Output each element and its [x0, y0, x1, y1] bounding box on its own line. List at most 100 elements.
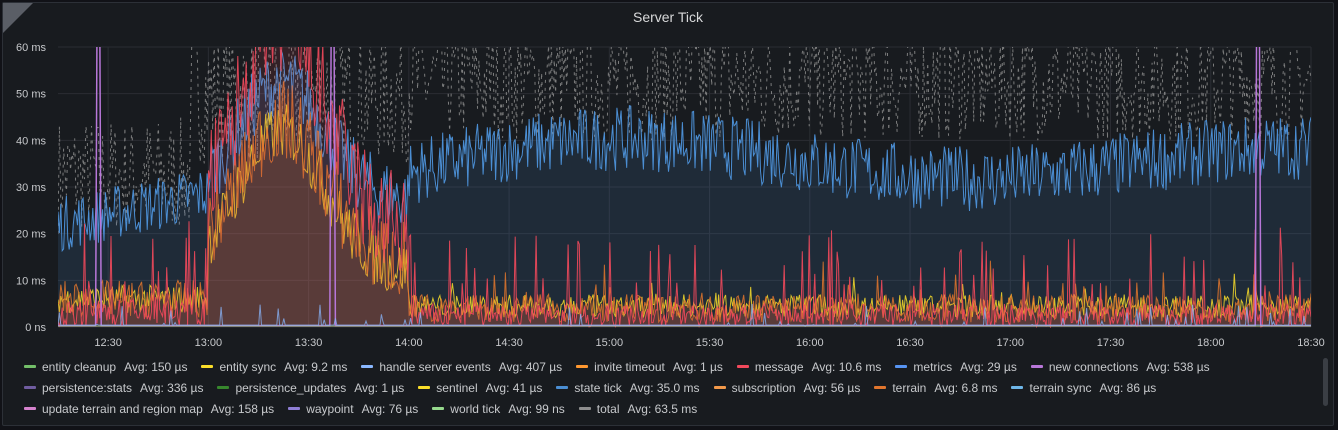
series-layer	[58, 47, 1311, 328]
legend-label: terrain sync	[1029, 380, 1092, 395]
legend-item-state-tick[interactable]: state tick Avg: 35.0 ms	[556, 380, 700, 395]
legend-label: state tick	[574, 380, 622, 395]
legend-avg: Avg: 150 µs	[124, 359, 188, 374]
x-tick-label: 18:00	[1197, 337, 1225, 349]
x-tick-label: 16:30	[896, 337, 924, 349]
y-tick-label: 10 ms	[16, 275, 46, 287]
legend-label: entity sync	[219, 359, 277, 374]
legend-item-terrain-sync[interactable]: terrain sync Avg: 86 µs	[1011, 381, 1156, 395]
y-tick-label: 0 ns	[25, 322, 46, 334]
legend-label: update terrain and region map	[42, 401, 203, 416]
legend-item-persistence-stats[interactable]: persistence:stats Avg: 336 µs	[24, 381, 203, 395]
legend-label: persistence:stats	[42, 380, 133, 395]
legend-avg: Avg: 29 µs	[960, 359, 1017, 374]
legend-item-terrain[interactable]: terrain Avg: 6.8 ms	[874, 381, 997, 395]
legend-swatch	[361, 365, 374, 368]
x-tick-label: 13:30	[295, 337, 323, 349]
legend-item-sentinel[interactable]: sentinel Avg: 41 µs	[418, 381, 542, 395]
legend-avg: Avg: 158 µs	[210, 401, 275, 416]
series-line-total	[58, 47, 1311, 234]
legend-item-persistence-updates[interactable]: persistence_updates Avg: 1 µs	[217, 381, 404, 395]
x-tick-label: 15:00	[596, 337, 624, 349]
legend-swatch	[432, 407, 445, 410]
x-tick-label: 16:00	[796, 337, 824, 349]
legend-row: entity cleanup Avg: 150 µs entity sync Avg:…	[24, 356, 1304, 377]
x-axis: 12:30 13:00 13:30 14:00 14:30 15:00 15:30 16:00…	[94, 337, 1324, 349]
legend-swatch	[895, 365, 908, 368]
legend-avg: Avg: 41 µs	[485, 380, 543, 395]
legend-avg: Avg: 1 µs	[354, 380, 405, 395]
legend-label: metrics	[913, 359, 953, 374]
legend-avg: Avg: 76 µs	[361, 401, 419, 416]
series-area-terrain	[58, 81, 1311, 327]
legend-label: entity cleanup	[42, 359, 117, 374]
legend-item-handle-server-events[interactable]: handle server events Avg: 407 µs	[361, 360, 562, 374]
legend-avg: Avg: 63.5 ms	[627, 401, 698, 416]
legend-avg: Avg: 336 µs	[140, 380, 204, 395]
x-tick-label: 14:30	[495, 337, 523, 349]
legend-item-metrics[interactable]: metrics Avg: 29 µs	[895, 359, 1017, 374]
legend-label: total	[596, 401, 620, 416]
legend-avg: Avg: 86 µs	[1099, 380, 1157, 395]
x-tick-label: 17:30	[1097, 337, 1125, 349]
y-tick-label: 40 ms	[16, 135, 46, 147]
legend-item-entity-cleanup[interactable]: entity cleanup Avg: 150 µs	[24, 360, 187, 374]
series-area-message	[58, 47, 1311, 327]
x-tick-label: 13:00	[195, 337, 223, 349]
legend-swatch	[24, 365, 36, 368]
legend-item-world-tick[interactable]: world tick Avg: 99 ns	[432, 402, 565, 416]
chart-plot: 0 ns 10 ms 20 ms 30 ms 40 ms 50 ms 60 ms 12:30…	[16, 42, 1325, 349]
legend-avg: Avg: 538 µs	[1146, 359, 1210, 374]
series-line-terrain	[58, 80, 1311, 324]
legend-swatch	[288, 407, 301, 410]
legend-avg: Avg: 10.6 ms	[811, 359, 882, 374]
legend-label: sentinel	[436, 380, 478, 395]
legend-label: invite timeout	[594, 359, 665, 374]
legend-swatch	[24, 407, 36, 410]
legend-label: waypoint	[306, 401, 354, 416]
x-tick-label: 18:30	[1297, 337, 1325, 349]
legend-item-entity-sync[interactable]: entity sync Avg: 9.2 ms	[201, 360, 347, 374]
series-line-message	[58, 47, 1311, 328]
y-tick-label: 60 ms	[16, 42, 46, 54]
panel-title[interactable]: Server Tick	[632, 9, 703, 25]
y-axis: 0 ns 10 ms 20 ms 30 ms 40 ms 50 ms 60 ms	[16, 42, 46, 334]
legend-swatch	[874, 386, 887, 389]
legend-swatch	[578, 407, 591, 410]
legend-label: subscription	[731, 380, 796, 395]
legend-scrollbar[interactable]	[1323, 358, 1328, 406]
y-tick-label: 50 ms	[16, 89, 46, 101]
legend-swatch	[713, 386, 726, 389]
legend-item-total[interactable]: total Avg: 63.5 ms	[578, 401, 698, 416]
x-tick-label: 14:00	[395, 337, 423, 349]
legend-swatch	[736, 365, 749, 368]
legend-label: handle server events	[379, 359, 491, 374]
legend-avg: Avg: 56 µs	[803, 380, 861, 395]
legend-item-update-terrain-and-region-map[interactable]: update terrain and region map Avg: 158 µs	[24, 402, 274, 416]
x-tick-label: 17:00	[997, 337, 1025, 349]
legend-label: message	[754, 359, 804, 374]
legend-avg: Avg: 99 ns	[508, 401, 565, 416]
legend-row: update terrain and region map Avg: 158 µs…	[24, 398, 1304, 419]
legend-swatch	[201, 365, 214, 368]
legend-item-new-connections[interactable]: new connections Avg: 538 µs	[1030, 359, 1210, 374]
panel-corner-menu[interactable]	[3, 3, 33, 33]
legend-avg: Avg: 407 µs	[498, 359, 563, 374]
legend-item-subscription[interactable]: subscription Avg: 56 µs	[713, 380, 861, 395]
legend-label: persistence_updates	[235, 380, 347, 395]
legend-label: new connections	[1048, 359, 1139, 374]
legend-swatch	[576, 365, 589, 368]
legend-avg: Avg: 35.0 ms	[629, 380, 700, 395]
series-line-handle-server-events	[58, 303, 1311, 327]
legend-swatch	[556, 386, 569, 389]
legend-row: persistence:stats Avg: 336 µs persistence_…	[24, 377, 1304, 398]
legend-item-invite-timeout[interactable]: invite timeout Avg: 1 µs	[576, 360, 723, 374]
legend-item-message[interactable]: message Avg: 10.6 ms	[736, 359, 882, 374]
y-tick-label: 20 ms	[16, 229, 46, 241]
legend-avg: Avg: 6.8 ms	[934, 380, 998, 395]
series-area-state-tick	[58, 49, 1311, 328]
x-tick-label: 15:30	[696, 337, 724, 349]
legend-label: world tick	[450, 401, 501, 416]
legend-avg: Avg: 9.2 ms	[284, 359, 348, 374]
legend-item-waypoint[interactable]: waypoint Avg: 76 µs	[288, 402, 418, 416]
